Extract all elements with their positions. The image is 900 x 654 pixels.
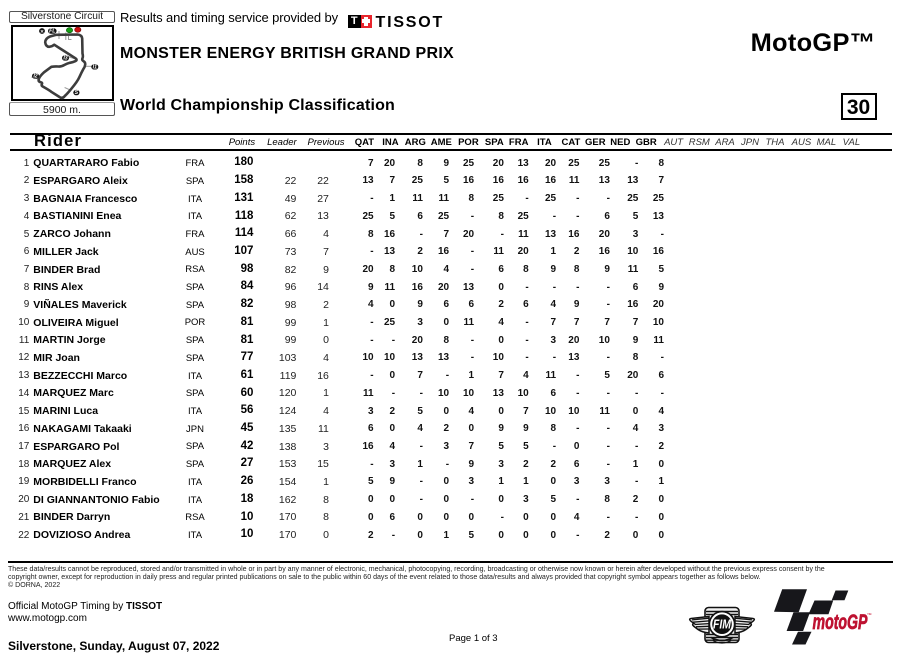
svg-text:I2: I2: [33, 74, 37, 80]
svg-text:S: S: [75, 90, 79, 96]
svg-text:✕: ✕: [40, 29, 44, 34]
svg-text:motoGP: motoGP: [813, 611, 869, 634]
svg-text:I1: I1: [93, 65, 97, 71]
svg-text:™: ™: [867, 613, 872, 619]
svg-text:FL: FL: [49, 29, 55, 35]
svg-text:FIM: FIM: [713, 618, 731, 632]
svg-text:I3: I3: [63, 56, 67, 62]
